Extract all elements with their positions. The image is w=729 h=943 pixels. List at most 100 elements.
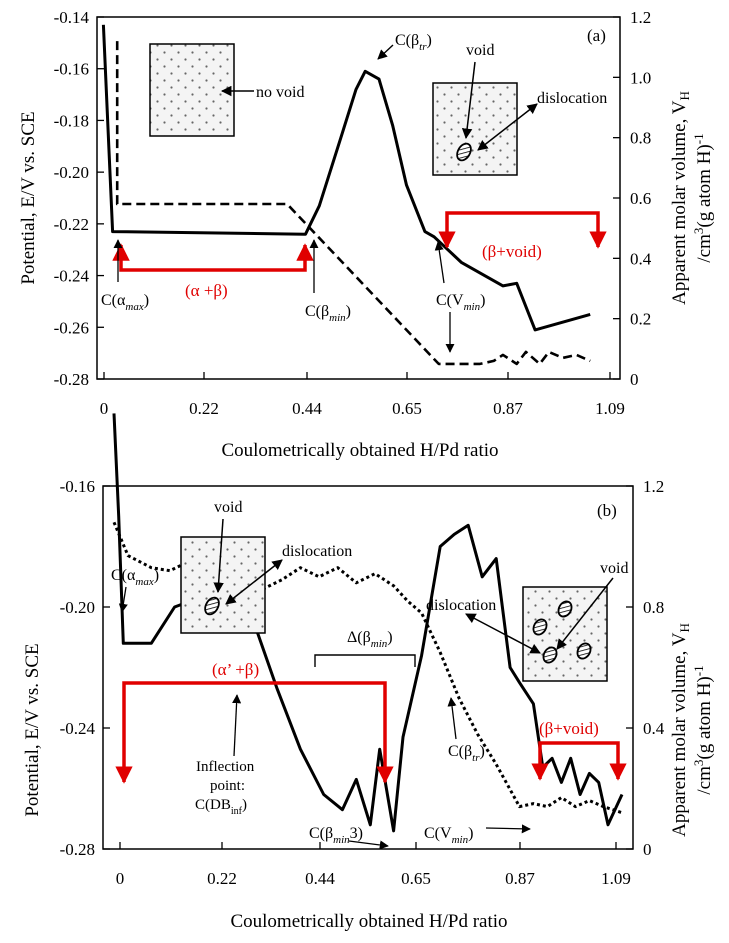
panel-a-series <box>101 24 591 366</box>
x-tick-label: 0.87 <box>505 869 535 888</box>
panel-a: (a) 0 0.22 0.44 0.65 0.87 1.09 -0.14 -0.16 -0.18… <box>18 8 715 461</box>
y-left-tick-label: -0.22 <box>54 215 89 234</box>
y-left-tick-label: -0.16 <box>54 60 89 79</box>
c-vmin-arrow-a-up <box>434 241 445 284</box>
c-beta-tr-arrow <box>377 44 394 60</box>
x-tick-label: 0 <box>100 399 109 418</box>
c-beta-tr-label-b: C(βtr) <box>448 743 485 764</box>
void-hatched-circle-b <box>204 596 220 616</box>
y-right-tick-label: 0 <box>630 370 639 389</box>
c-beta-min3-arrow <box>348 840 389 850</box>
y-left-tick-label: -0.18 <box>54 111 89 130</box>
y-right-tick-label: 1.0 <box>630 68 651 87</box>
alpha-beta-bracket <box>112 243 314 272</box>
panel-a-ticks: 0 0.22 0.44 0.65 0.87 1.09 -0.14 -0.16 -0.18 -0.2… <box>54 8 652 418</box>
beta-void-bracket-b <box>531 741 627 781</box>
c-vmin-label-b: C(Vmin) <box>424 825 473 846</box>
void-circle-3 <box>542 646 558 664</box>
c-beta-min3-label: C(βmin3) <box>309 825 363 846</box>
y-left-tick-label: -0.20 <box>60 598 95 617</box>
c-vmin-arrow-b <box>485 824 531 834</box>
x-tick-label: 0.22 <box>189 399 219 418</box>
potential-curve <box>101 24 591 332</box>
inset-single-void-lattice <box>180 536 266 634</box>
y-left-tick-label: -0.28 <box>60 840 95 859</box>
void-hatched-circle <box>456 142 472 162</box>
panel-b-x-title: Coulometrically obtained H/Pd ratio <box>230 911 507 932</box>
dislocation-arrow-b-right <box>465 613 541 654</box>
panel-b: (b) 0 0.22 0.44 0.65 0.87 1.09 -0.16 -0.20 -0.24… <box>22 413 715 932</box>
panel-b-y-left-title: Potential, E/V vs. SCE <box>22 643 43 816</box>
alpha-prime-beta-label: (α’ +β) <box>212 660 259 679</box>
void-circle-2 <box>557 600 573 618</box>
void-label-b-right: void <box>600 560 628 577</box>
y-left-tick-label: -0.26 <box>54 318 89 337</box>
c-alpha-max-arrow-b <box>118 586 128 613</box>
y-left-tick-label: -0.20 <box>54 163 89 182</box>
x-tick-label: 0.22 <box>207 869 237 888</box>
y-left-tick-label: -0.24 <box>54 267 90 286</box>
panel-b-label: (b) <box>597 501 617 520</box>
inflection-label-line2: point: <box>210 778 245 794</box>
y-right-tick-label: 0.8 <box>630 129 651 148</box>
y-right-tick-label: 0.4 <box>643 719 665 738</box>
panel-b-frame <box>102 485 634 850</box>
x-tick-label: 0.44 <box>305 869 335 888</box>
void-label: void <box>466 42 494 59</box>
c-beta-min-label-a: C(βmin) <box>305 303 351 324</box>
beta-void-label-b: (β+void) <box>539 719 599 738</box>
x-tick-label: 0.87 <box>493 399 523 418</box>
c-alpha-max-label-a: C(αmax) <box>101 292 149 313</box>
panel-b-y-right-title-line2: /cm3(g atom H)-1 <box>691 665 715 794</box>
y-right-tick-label: 0.8 <box>643 598 664 617</box>
dislocation-label-b-left: dislocation <box>282 543 352 560</box>
delta-beta-min-label: Δ(βmin) <box>347 629 393 650</box>
void-circle-4 <box>576 642 592 660</box>
c-vmin-label-a: C(Vmin) <box>436 292 485 313</box>
dislocation-arrow-b-left <box>225 559 283 605</box>
x-tick-label: 0.65 <box>401 869 431 888</box>
panel-a-y-left-title: Potential, E/V vs. SCE <box>18 111 39 284</box>
inset-no-void-lattice <box>149 43 235 137</box>
molar-volume-curve <box>115 41 591 366</box>
no-void-label: no void <box>256 84 304 101</box>
dislocation-label-b-right: dislocation <box>426 597 496 614</box>
panel-a-x-title: Coulometrically obtained H/Pd ratio <box>221 440 498 461</box>
void-arrow-b-left <box>213 518 224 594</box>
alpha-prime-beta-bracket <box>115 681 394 784</box>
x-tick-label: 0 <box>116 869 125 888</box>
panel-a-y-right-title-line1: Apparent molar volume, VH <box>669 91 692 305</box>
inflection-label-line1: Inflection <box>196 759 255 775</box>
panel-a-label: (a) <box>587 26 606 45</box>
void-arrow <box>461 61 476 140</box>
beta-void-label-a: (β+void) <box>482 242 542 261</box>
x-tick-label: 1.09 <box>601 869 631 888</box>
x-tick-label: 0.44 <box>292 399 322 418</box>
inflection-label-line3: C(DBinf) <box>195 797 247 817</box>
void-arrow-b-right <box>556 577 614 650</box>
y-right-tick-label: 0.6 <box>630 189 651 208</box>
y-right-tick-label: 1.2 <box>643 477 664 496</box>
y-left-tick-label: -0.16 <box>60 477 95 496</box>
y-left-tick-label: -0.24 <box>60 719 96 738</box>
panel-b-y-right-title-line1: Apparent molar volume, VH <box>669 623 692 837</box>
inflection-arrow <box>232 694 242 757</box>
delta-beta-min-brace <box>314 654 416 667</box>
y-left-tick-label: -0.14 <box>54 8 90 27</box>
alpha-beta-label: (α +β) <box>185 281 228 300</box>
x-tick-label: 1.09 <box>595 399 625 418</box>
y-right-tick-label: 0.4 <box>630 249 652 268</box>
c-alpha-max-label-b: C(αmax) <box>111 567 159 588</box>
y-right-tick-label: 1.2 <box>630 8 651 27</box>
c-beta-tr-label: C(βtr) <box>395 32 432 53</box>
panel-b-ticks: 0 0.22 0.44 0.65 0.87 1.09 -0.16 -0.20 -0.24 -0.2… <box>60 477 665 888</box>
y-left-tick-label: -0.28 <box>54 370 89 389</box>
c-beta-tr-arrow-b <box>447 697 457 740</box>
y-right-tick-label: 0.2 <box>630 310 651 329</box>
beta-void-bracket-a <box>438 211 607 249</box>
dislocation-arrow <box>477 103 538 151</box>
y-right-tick-label: 0 <box>643 840 652 859</box>
panel-a-y-right-title-line2: /cm3(g atom H)-1 <box>691 133 715 262</box>
void-label-b-left: void <box>214 499 242 516</box>
